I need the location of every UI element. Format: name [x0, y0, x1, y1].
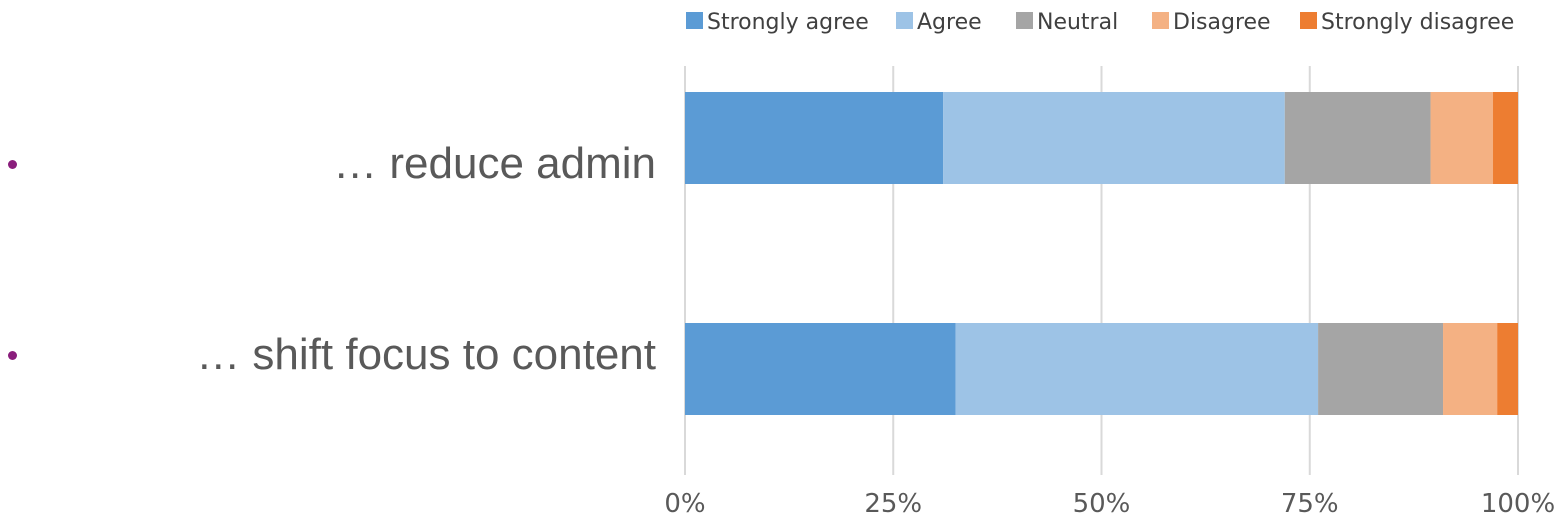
x-tick-label: 75%: [1281, 489, 1339, 519]
bullet-item-shift-focus: … shift focus to content: [0, 325, 670, 385]
legend-swatch: [1152, 12, 1169, 29]
bullet-icon: [8, 160, 17, 169]
legend-label: Strongly disagree: [1321, 10, 1514, 35]
bar-segment-strongly-agree-row-1: [685, 92, 944, 184]
legend-label: Neutral: [1037, 10, 1118, 35]
bar-segment-disagree-row-1: [1430, 92, 1494, 184]
x-tick-label: 25%: [864, 489, 922, 519]
legend-swatch: [686, 12, 703, 29]
bar-segment-strongly-agree-row-2: [685, 323, 956, 415]
x-tick-label: 50%: [1073, 489, 1131, 519]
bullet-text: … shift focus to content: [196, 330, 656, 379]
legend-label: Strongly agree: [707, 10, 869, 35]
bullet-item-reduce-admin: … reduce admin: [0, 134, 670, 194]
bar-segment-strongly-disagree-row-1: [1493, 92, 1518, 184]
bar-segment-agree-row-2: [955, 323, 1319, 415]
legend-label: Disagree: [1173, 10, 1271, 35]
x-axis-ticks: 0% 25% 50% 75% 100%: [664, 489, 1555, 519]
bar-segment-neutral-row-1: [1284, 92, 1431, 184]
x-tick-label: 0%: [664, 489, 705, 519]
bar-segment-strongly-disagree-row-2: [1497, 323, 1518, 415]
legend-label: Agree: [917, 10, 982, 35]
legend-swatch: [1300, 12, 1317, 29]
x-tick-label: 100%: [1481, 489, 1555, 519]
bar-segment-neutral-row-2: [1318, 323, 1444, 415]
bar-segment-disagree-row-2: [1443, 323, 1498, 415]
legend-swatch: [896, 12, 913, 29]
legend-swatch: [1016, 12, 1033, 29]
bullet-text: … reduce admin: [333, 139, 656, 188]
bullet-icon: [8, 351, 17, 360]
legend: Strongly agree Agree Neutral Disagree Strong…: [686, 10, 1514, 35]
bar-segment-agree-row-1: [943, 92, 1285, 184]
bars: [685, 92, 1518, 415]
